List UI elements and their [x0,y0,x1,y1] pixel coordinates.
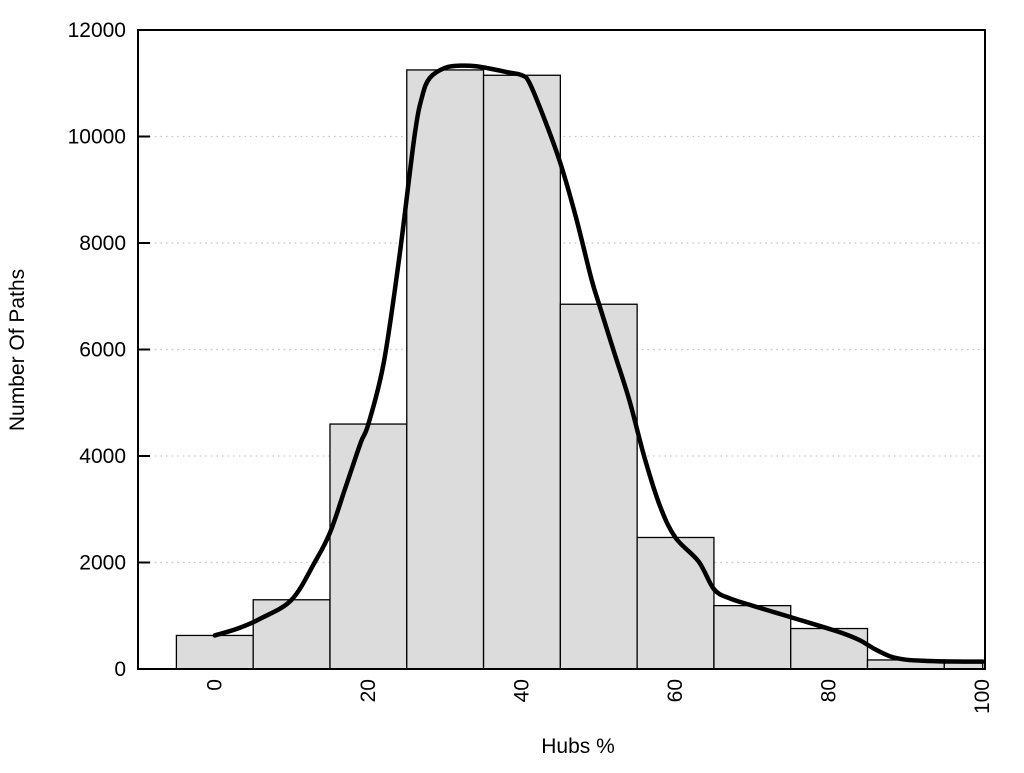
y-axis-tick-labels: 0 2000 4000 6000 8000 10000 12000 [68,19,126,681]
x-tick-label: 40 [510,679,533,702]
histogram-bar [636,536,715,670]
y-tick-label: 6000 [79,339,126,362]
x-axis-tick-labels: 0 20 40 60 80 100 [203,679,994,714]
x-tick-label: 80 [818,679,841,702]
x-axis-title: Hubs % [541,735,615,758]
x-tick-label: 0 [203,679,226,691]
histogram-bar [406,69,485,670]
histogram-bar [713,604,792,670]
histogram-bar [559,303,638,670]
y-tick-label: 2000 [79,552,126,575]
y-tick-label: 10000 [68,126,126,149]
histogram-bar [790,627,869,670]
density-curve [212,63,985,664]
x-tick-label: 20 [357,679,380,702]
y-axis-ticks [138,29,150,670]
y-gridlines [138,135,985,564]
x-tick-label: 100 [971,679,994,714]
y-tick-label: 0 [114,658,126,681]
histogram-bars [175,69,984,670]
y-tick-label: 8000 [79,232,126,255]
histogram-bar [482,74,561,670]
y-tick-label: 4000 [79,445,126,468]
histogram-bar [329,423,408,670]
y-tick-label: 12000 [68,19,126,42]
histogram-bar [252,599,331,670]
histogram-bar [175,634,254,670]
x-tick-label: 60 [664,679,687,702]
y-axis-title: Number Of Paths [6,269,29,431]
